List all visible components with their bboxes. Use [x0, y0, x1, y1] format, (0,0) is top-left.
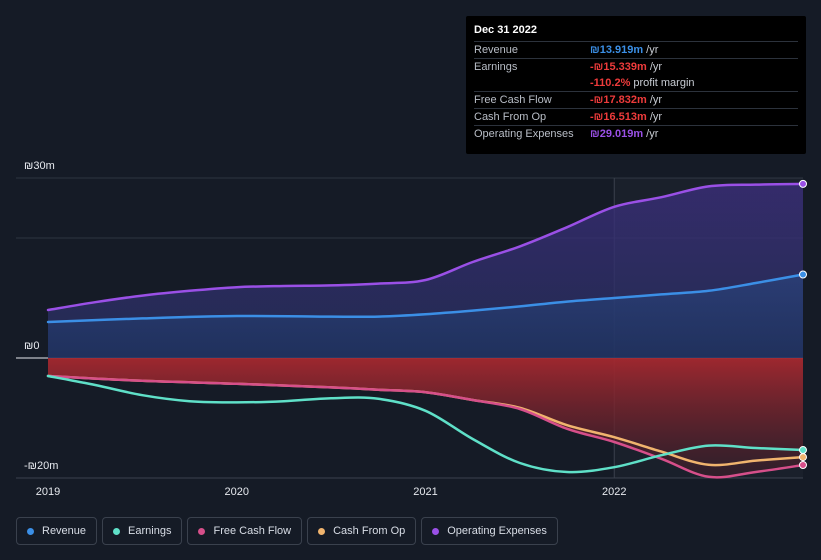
y-tick-label: ₪0 — [24, 340, 40, 352]
tooltip-label: Earnings — [474, 61, 518, 73]
legend-dot-icon — [198, 527, 206, 535]
x-tick-label: 2020 — [224, 486, 249, 498]
legend-item-cash-from-op[interactable]: Cash From Op — [307, 517, 417, 545]
tooltip-date: Dec 31 2022 — [474, 24, 537, 36]
tooltip-row: Operating Expenses ₪29.019m /yr — [474, 125, 798, 142]
legend-dot-icon — [113, 527, 121, 535]
tooltip-row: Earnings -₪15.339m /yr — [474, 58, 798, 75]
legend-label: Operating Expenses — [447, 525, 547, 537]
legend-item-earnings[interactable]: Earnings — [102, 517, 183, 545]
tooltip-value: -₪15.339m — [590, 61, 647, 73]
tooltip-label: Free Cash Flow — [474, 94, 552, 106]
tooltip-value: -₪16.513m — [590, 111, 647, 123]
series-lines — [46, 182, 805, 479]
tooltip-row: Revenue ₪13.919m /yr — [474, 41, 798, 58]
free-cash-flow-end-point — [799, 460, 807, 469]
tooltip: Dec 31 2022 Revenue ₪13.919m /yr Earning… — [466, 16, 806, 154]
tooltip-value: ₪29.019m — [590, 128, 644, 140]
earnings-end-point — [799, 446, 807, 455]
tooltip-value: -110.2% — [590, 77, 631, 89]
x-tick-label: 2022 — [602, 486, 627, 498]
x-tick-label: 2019 — [35, 486, 61, 498]
revenue-area — [48, 274, 803, 358]
tooltip-label — [474, 75, 590, 91]
tooltip-label: Cash From Op — [474, 111, 547, 123]
y-tick-label: -₪20m — [24, 460, 59, 472]
tooltip-row: Free Cash Flow -₪17.832m /yr — [474, 91, 798, 108]
legend: Revenue Earnings Free Cash Flow Cash Fro… — [16, 517, 558, 545]
operating-expenses-end-point — [799, 179, 807, 188]
tooltip-row: -110.2% profit margin — [474, 75, 798, 91]
end-markers — [799, 179, 807, 469]
legend-label: Earnings — [128, 525, 172, 537]
operating-expenses-line — [46, 182, 805, 312]
tooltip-unit: /yr — [646, 44, 659, 56]
legend-dot-icon — [318, 527, 326, 535]
y-tick-label: ₪30m — [24, 160, 55, 172]
legend-item-revenue[interactable]: Revenue — [16, 517, 98, 545]
series-fills — [48, 183, 803, 478]
cash-from-op-end-point — [799, 453, 807, 462]
free-cash-flow-line — [46, 374, 805, 479]
legend-item-free-cash-flow[interactable]: Free Cash Flow — [187, 517, 303, 545]
legend-label: Free Cash Flow — [213, 525, 292, 537]
tooltip-value: -₪17.832m — [590, 94, 647, 106]
earnings-line — [46, 374, 805, 474]
tooltip-label: Revenue — [474, 44, 519, 56]
revenue-line — [46, 273, 805, 324]
tooltip-unit: profit margin — [633, 77, 695, 89]
tooltip-unit: /yr — [646, 128, 659, 140]
tooltip-value: ₪13.919m — [590, 44, 644, 56]
revenue-end-point — [799, 270, 807, 279]
tooltip-unit: /yr — [649, 61, 663, 73]
tooltip-row: Cash From Op -₪16.513m /yr — [474, 108, 798, 125]
legend-dot-icon — [27, 527, 34, 535]
legend-label: Cash From Op — [333, 525, 406, 537]
legend-item-operating-expenses[interactable]: Operating Expenses — [421, 517, 558, 545]
x-tick-label: 2021 — [413, 486, 438, 498]
tooltip-unit: /yr — [649, 94, 663, 106]
legend-label: Revenue — [42, 525, 87, 537]
tooltip-unit: /yr — [649, 111, 663, 123]
legend-dot-icon — [432, 527, 440, 535]
negative-area — [48, 358, 803, 478]
tooltip-label: Operating Expenses — [474, 128, 574, 140]
